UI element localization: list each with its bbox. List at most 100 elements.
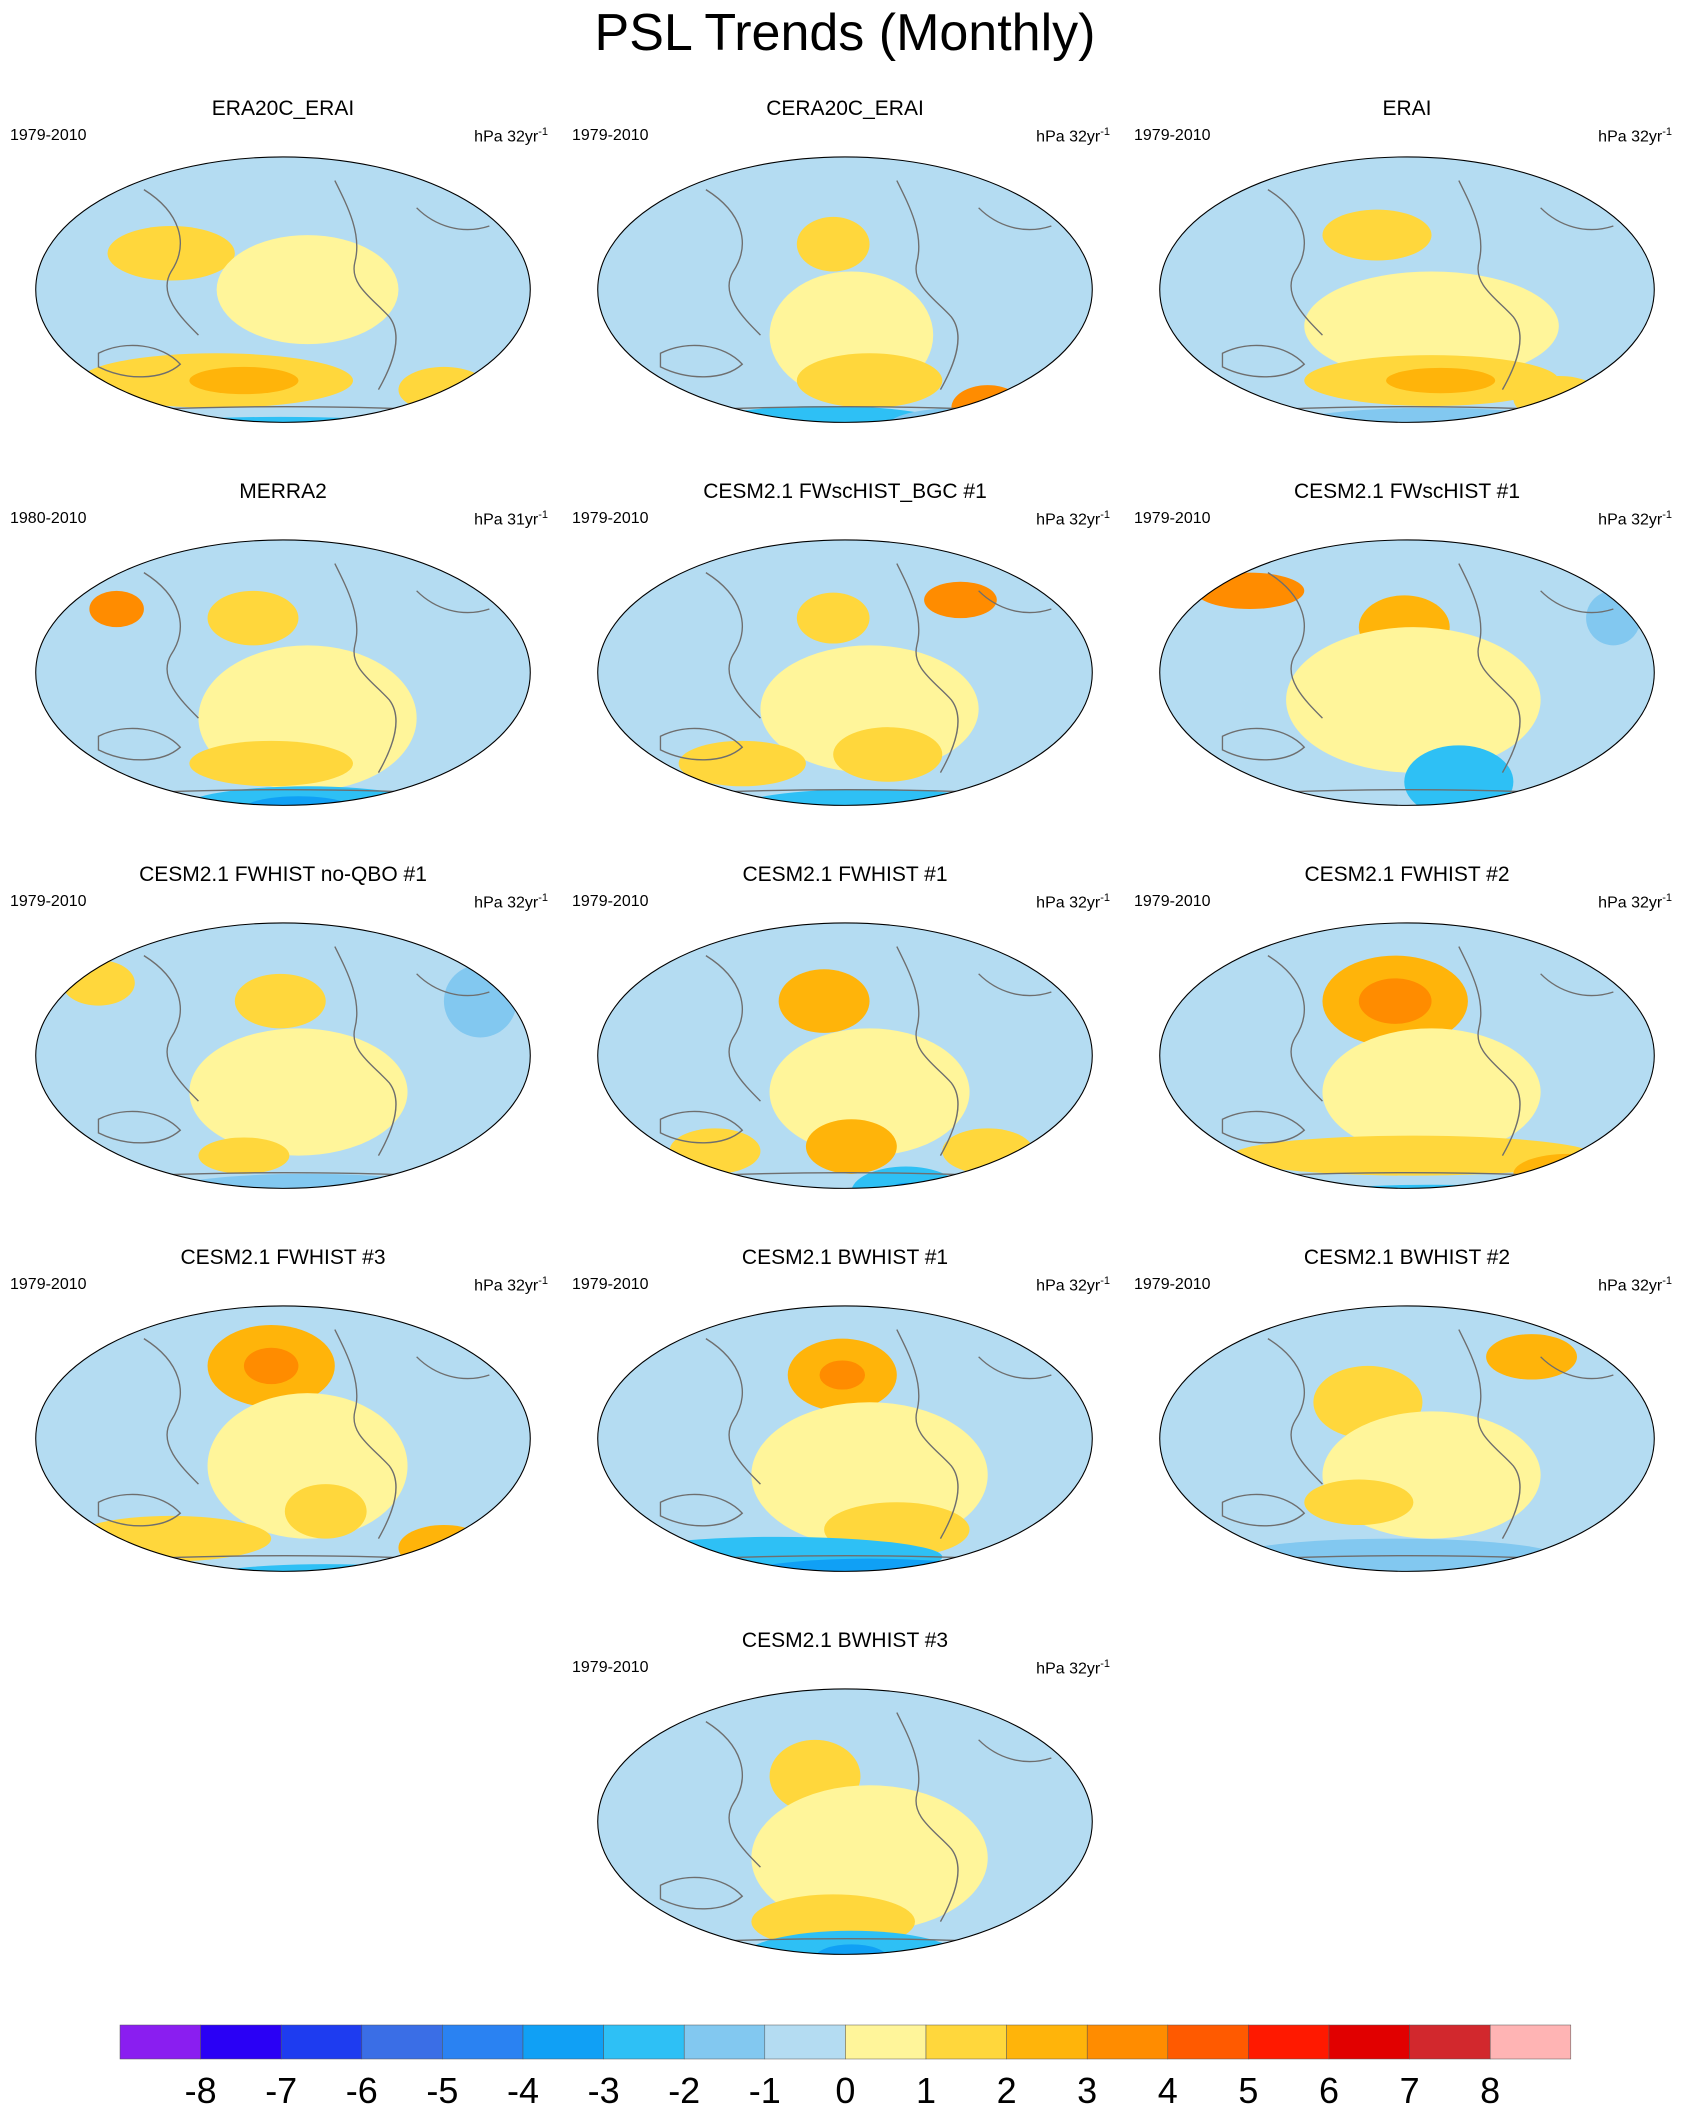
panel-units-exponent: -1 — [1100, 1275, 1110, 1287]
anomaly-region — [243, 1347, 299, 1385]
colorbar-swatch — [845, 2024, 927, 2060]
map-field — [597, 1305, 1093, 1572]
anomaly-region — [198, 1137, 290, 1174]
map-panel: CESM2.1 BWHIST #1 1979-2010 hPa 32yr-1 — [572, 1245, 1118, 1575]
anomaly-region — [216, 235, 399, 345]
coastline — [416, 973, 490, 997]
coastline — [143, 189, 199, 336]
colorbar-swatch — [361, 2024, 443, 2060]
map-panel: CERA20C_ERAI 1979-2010 hPa 32yr-1 — [572, 96, 1118, 426]
panel-title: ERA20C_ERAI — [211, 97, 355, 120]
anomaly-region — [796, 353, 943, 408]
panel-units-exponent: -1 — [1100, 509, 1110, 521]
panel-period: 1979-2010 — [572, 1276, 649, 1293]
panel-title: MERRA2 — [239, 480, 327, 503]
map-outline — [1159, 922, 1655, 1189]
panel-period: 1979-2010 — [1134, 127, 1211, 144]
coastline — [978, 207, 1052, 231]
coastline — [143, 955, 199, 1102]
map-outline — [597, 1305, 1093, 1572]
colorbar-tick-label: 4 — [1158, 2070, 1178, 2108]
panel-title: CESM2.1 FWHIST no-QBO #1 — [139, 863, 427, 886]
anomaly-region — [819, 1360, 865, 1390]
panel-period: 1979-2010 — [572, 1659, 649, 1676]
panel-units-text: hPa 32yr — [1036, 128, 1101, 146]
map-field — [35, 1305, 531, 1572]
anomaly-region — [678, 740, 806, 787]
anomaly-region — [1322, 1028, 1541, 1156]
coastline — [1540, 1356, 1614, 1380]
map-field — [35, 539, 531, 806]
panel-units-text: hPa 31yr — [474, 511, 539, 529]
map-field — [597, 539, 1093, 806]
map-outline — [35, 156, 531, 423]
coastline — [97, 344, 182, 378]
colorbar-swatch — [603, 2024, 685, 2060]
coastline — [1267, 572, 1323, 719]
colorbar-tick-label: 7 — [1400, 2070, 1420, 2108]
colorbar-swatch — [1328, 2024, 1410, 2060]
colorbar-swatch — [200, 2024, 282, 2060]
panel-title: CESM2.1 FWHIST #1 — [742, 863, 948, 886]
panel-units-text: hPa 32yr — [1598, 894, 1663, 912]
panel-period: 1979-2010 — [572, 510, 649, 527]
colorbar-swatch — [1006, 2024, 1088, 2060]
anomaly-region — [1286, 627, 1541, 773]
colorbar-swatch — [442, 2024, 524, 2060]
colorbar-swatch — [1086, 2024, 1169, 2060]
anomaly-region — [71, 1515, 272, 1562]
anomaly-region — [234, 973, 326, 1029]
panel-units-exponent: -1 — [1100, 126, 1110, 138]
panel-units-text: hPa 32yr — [474, 1277, 539, 1295]
colorbar-tick-label: 2 — [997, 2070, 1017, 2108]
panel-units-exponent: -1 — [1662, 1275, 1672, 1287]
anomaly-region — [398, 366, 490, 413]
anomaly-region — [1513, 1153, 1623, 1189]
coastline — [334, 563, 397, 773]
coastline — [896, 563, 959, 773]
anomaly-region — [751, 1785, 988, 1931]
coastline — [1458, 563, 1521, 773]
coastline — [896, 1712, 959, 1922]
colorbar-swatch — [1409, 2024, 1491, 2060]
panel-title: CESM2.1 BWHIST #3 — [741, 1629, 949, 1652]
panel-units: hPa 32yr-1 — [1036, 1271, 1110, 1296]
anomaly-region — [833, 727, 943, 782]
anomaly-region — [742, 1930, 961, 1955]
coastline — [1458, 1329, 1521, 1539]
coastline — [659, 1876, 744, 1910]
anomaly-region — [1304, 1479, 1414, 1525]
anomaly-region — [1386, 367, 1496, 394]
colorbar-swatch — [522, 2024, 604, 2060]
map-panel: CESM2.1 BWHIST #3 1979-2010 hPa 32yr-1 — [572, 1628, 1118, 1958]
map-field — [35, 156, 531, 423]
anomaly-region — [796, 216, 870, 272]
colorbar-swatch — [280, 2024, 363, 2060]
anomaly-region — [284, 1484, 367, 1539]
anomaly-region — [1513, 376, 1605, 422]
coastline — [97, 727, 182, 761]
map-field — [1159, 1305, 1655, 1572]
coastline — [1540, 973, 1614, 997]
coastline — [1540, 207, 1614, 231]
map-field — [1159, 922, 1655, 1189]
panel-period: 1979-2010 — [572, 127, 649, 144]
coastline — [705, 572, 761, 719]
colorbar-swatch — [764, 2024, 846, 2060]
panel-period: 1979-2010 — [1134, 510, 1211, 527]
anomaly-region — [1277, 1184, 1587, 1189]
panel-title: ERAI — [1382, 97, 1432, 120]
panel-units-exponent: -1 — [538, 1275, 548, 1287]
anomaly-region — [89, 590, 144, 628]
map-outline — [597, 1688, 1093, 1955]
anomaly-region — [769, 1028, 970, 1156]
colorbar-tick-label: -8 — [185, 2070, 217, 2108]
panel-period: 1980-2010 — [10, 510, 87, 527]
anomaly-region — [1358, 978, 1432, 1024]
map-field — [597, 1688, 1093, 1955]
coastline — [659, 1493, 744, 1527]
panel-units: hPa 32yr-1 — [1036, 888, 1110, 913]
coastline — [1267, 189, 1323, 336]
panel-units-text: hPa 32yr — [1036, 1277, 1101, 1295]
panel-units-exponent: -1 — [538, 509, 548, 521]
